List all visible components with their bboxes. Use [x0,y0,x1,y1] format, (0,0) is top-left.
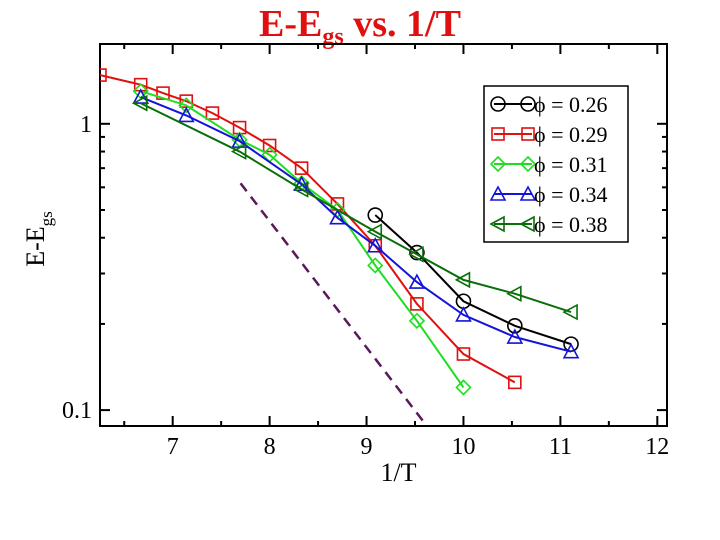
legend-label: ϕ = 0.38 [534,212,608,237]
data-point [454,271,471,289]
data-point [132,94,148,112]
legend-marker [490,96,506,112]
x-tick-label: 12 [645,434,669,460]
title-main: E-E [259,3,323,45]
legend-marker [491,127,505,141]
legend-entry: ϕ = 0.26 [490,92,608,117]
data-point [508,375,522,390]
legend-entry: ϕ = 0.29 [491,122,608,147]
data-point [506,328,524,344]
data-point [230,143,247,160]
legend-marker [489,185,507,201]
legend-marker [489,215,505,233]
data-point [205,106,220,120]
legend-label: ϕ = 0.26 [534,92,608,117]
data-point [177,106,195,123]
data-point [408,246,424,263]
series-line [374,214,572,346]
data-point [562,303,578,321]
y-axis-title-subscript: gs [37,211,56,226]
data-point [455,379,472,396]
legend-entry: ϕ = 0.34 [489,182,608,207]
x-tick-label: 7 [167,434,179,460]
series-2 [132,83,472,396]
legend-marker [520,96,536,112]
data-point [294,161,309,175]
y-tick-label: 0.1 [62,398,92,424]
data-point [367,257,384,274]
data-point [507,318,523,334]
y-axis-title: E-Egs [21,211,56,267]
legend-label: ϕ = 0.34 [534,182,608,207]
data-point [132,88,150,104]
series-4 [132,94,578,321]
legend-marker [489,155,507,173]
series-line [140,96,572,353]
x-tick-label: 11 [549,434,572,460]
legend-marker [519,185,537,201]
x-axis-title: 1/T [380,458,416,487]
data-point [262,138,277,153]
x-tick-label: 9 [361,434,373,460]
plot-frame [99,43,668,427]
legend-label: ϕ = 0.29 [534,122,608,147]
legend: ϕ = 0.26 ϕ = 0.29 ϕ = 0.31 ϕ = 0.34 ϕ = 0.38 [483,85,629,243]
data-point [132,83,149,100]
data-point [456,347,471,361]
series-line [140,90,465,389]
data-point [366,223,383,241]
y-axis-title-main: E-E [21,226,50,266]
data-point [100,68,107,82]
legend-marker [519,215,535,233]
data-point [506,285,522,303]
series-1 [100,68,522,390]
data-point [292,181,309,198]
data-point [329,208,346,225]
title-rest: vs. 1/T [343,3,461,45]
legend-entry: ϕ = 0.38 [489,212,608,237]
data-point [410,297,424,311]
legend-marker [519,155,537,173]
series-line [100,74,516,384]
data-point [367,207,384,223]
data-point [408,273,426,289]
legend-entry: ϕ = 0.31 [489,152,608,177]
data-point [455,306,472,322]
legend-label: ϕ = 0.31 [534,152,608,177]
y-tick-label: 1 [80,112,92,138]
data-point [562,342,580,359]
data-point [409,244,425,261]
legend-marker [521,127,535,141]
series-line [140,102,572,314]
x-tick-label: 10 [451,434,475,460]
data-point [408,312,426,329]
x-tick-label: 8 [264,434,276,460]
data-point [178,97,195,114]
data-point [366,237,384,253]
